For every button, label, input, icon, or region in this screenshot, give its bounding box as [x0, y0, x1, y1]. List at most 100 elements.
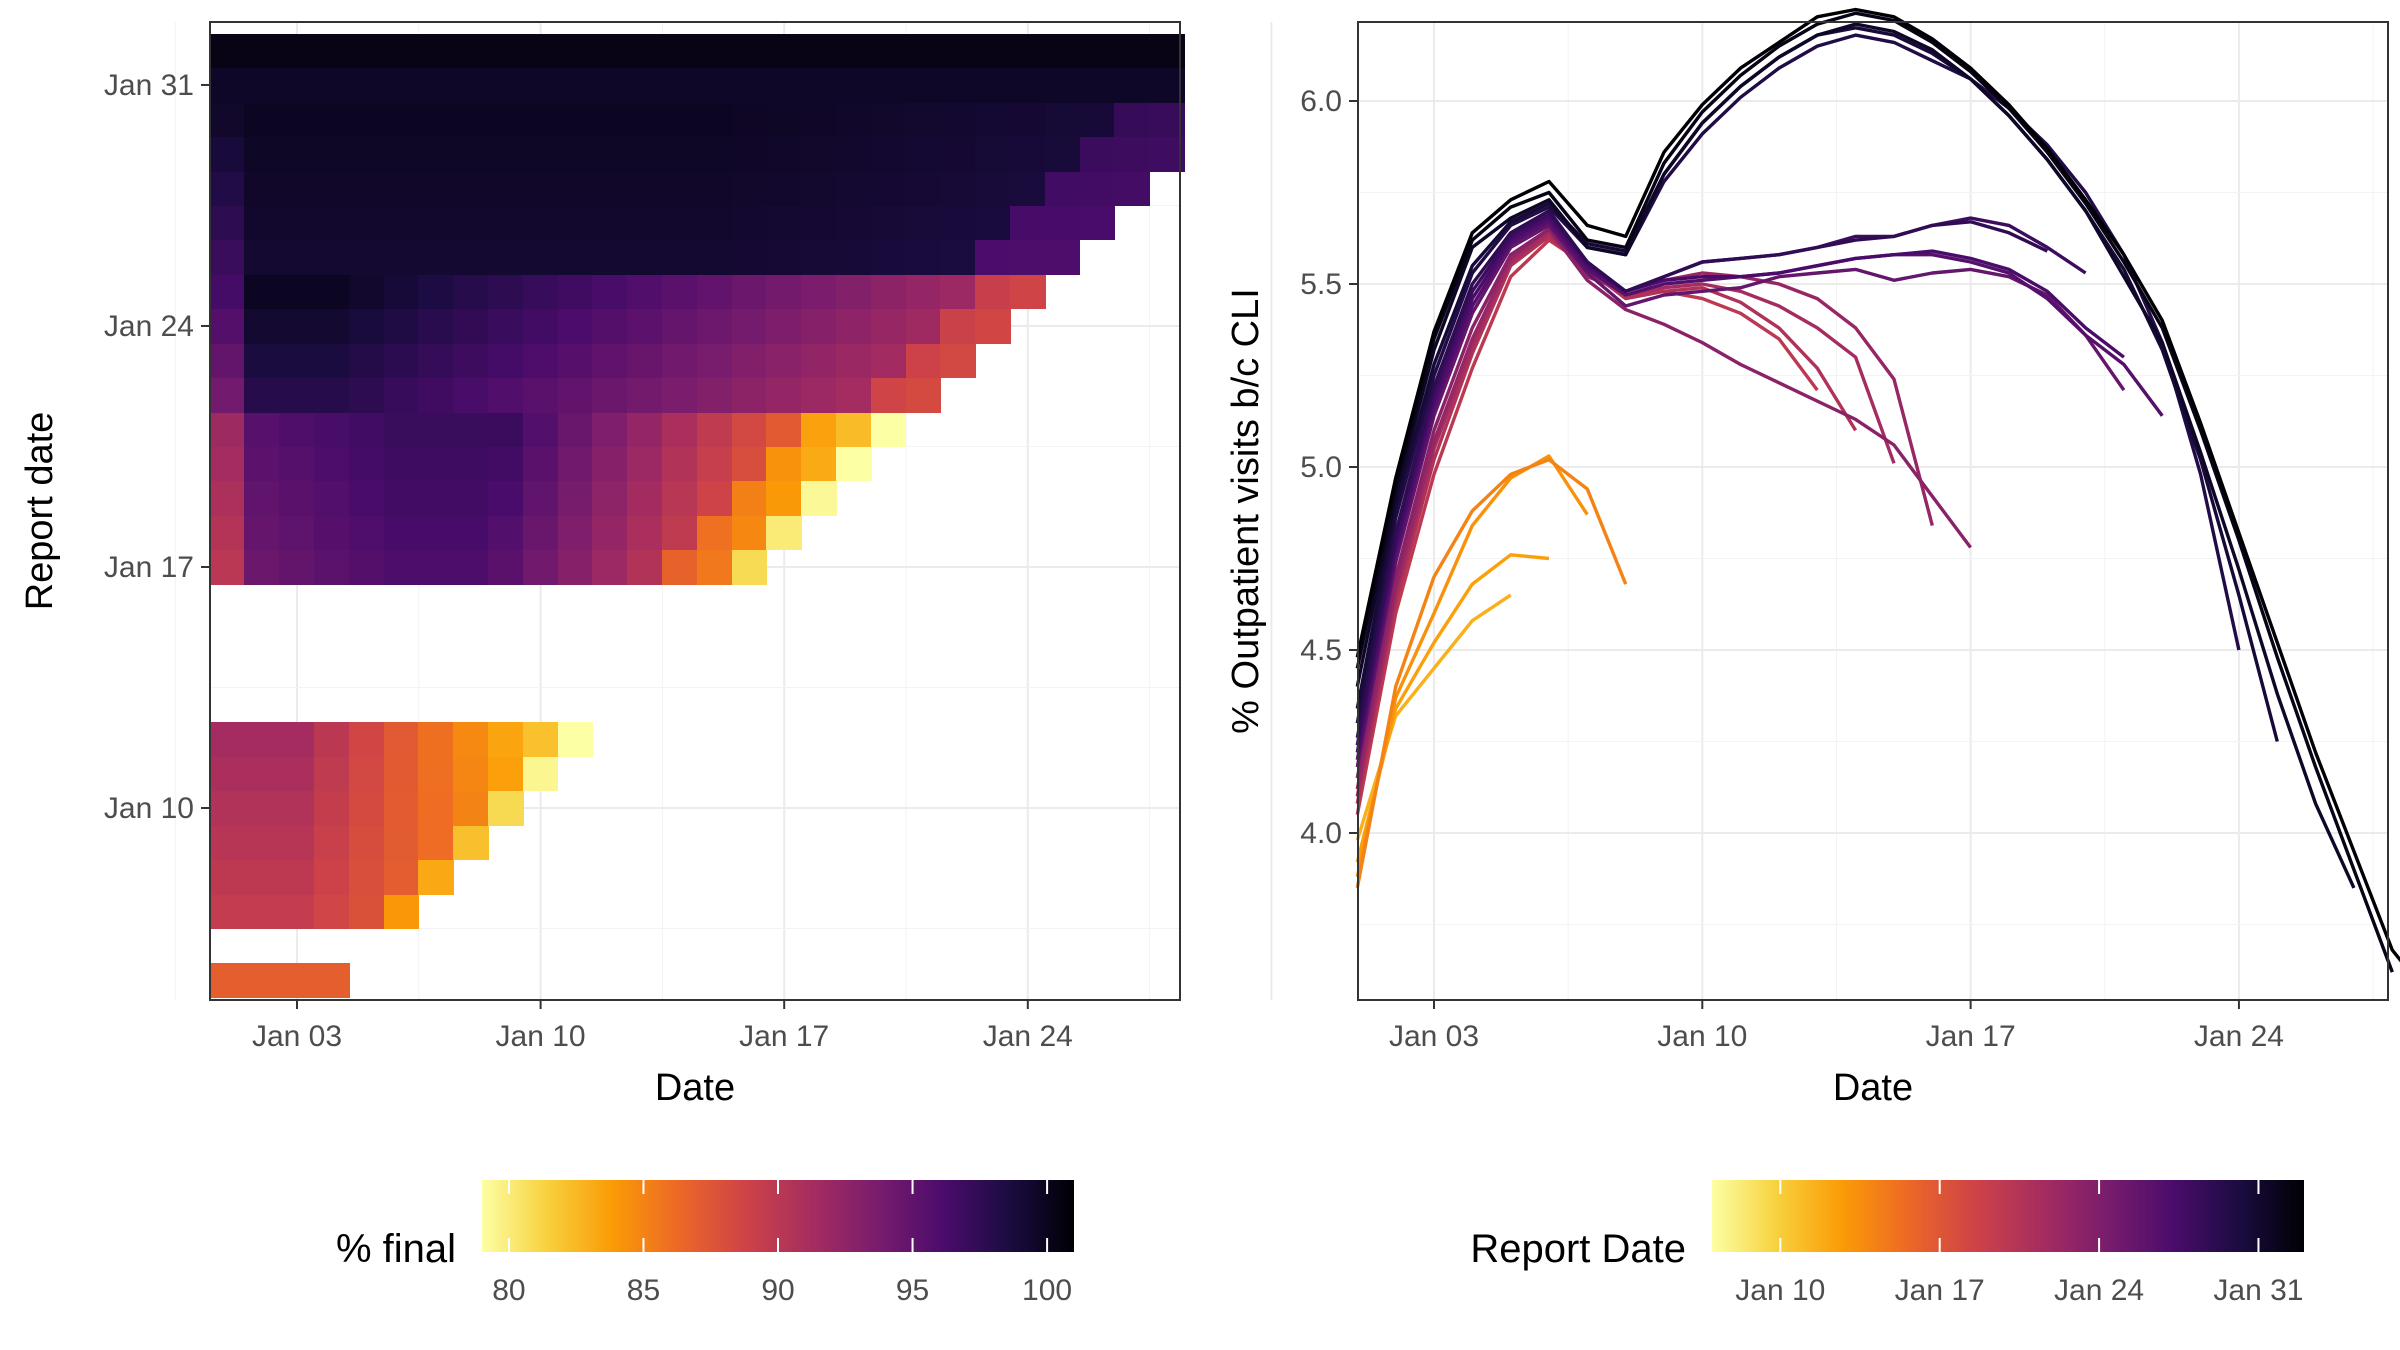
heatmap-cell	[627, 137, 663, 172]
heatmap-cell	[244, 206, 280, 240]
heatmap-cell	[592, 206, 628, 240]
line-y-tick-label: 6.0	[1300, 85, 1342, 118]
heatmap-cell	[801, 378, 837, 413]
heatmap-cell	[453, 413, 489, 447]
heatmap-cell	[871, 103, 906, 137]
heatmap-cell	[488, 34, 524, 68]
heatmap-cell	[349, 550, 384, 585]
heatmap-cell	[871, 172, 906, 206]
heatmap-y-tick-label: Jan 24	[104, 310, 194, 343]
heatmap-cell	[210, 68, 245, 103]
heatmap-cell	[418, 481, 454, 516]
heatmap-cell	[766, 481, 802, 516]
heatmap-cell	[697, 240, 732, 275]
heatmap-cell	[453, 344, 489, 378]
heatmap-cell	[906, 103, 941, 137]
heatmap-cell	[732, 68, 767, 103]
heatmap-cell	[488, 550, 524, 585]
heatmap-cell	[592, 378, 628, 413]
heatmap-cell	[349, 860, 384, 895]
heatmap-cell	[940, 240, 976, 275]
heatmap-cell	[975, 68, 1011, 103]
heatmap-cell	[1045, 137, 1080, 172]
heatmap-cell	[453, 103, 489, 137]
heatmap-cell	[244, 172, 280, 206]
heatmap-cell	[349, 103, 384, 137]
heatmap-legend-tick-label: 85	[627, 1274, 660, 1307]
heatmap-cell	[453, 481, 489, 516]
heatmap-cell	[314, 895, 350, 929]
line-y-ticks: 4.0 4.5 5.0 5.5 6.0	[1300, 85, 1358, 850]
heatmap-cell	[523, 757, 558, 791]
heatmap-legend: % final 80 85 90 95 100	[336, 1180, 1074, 1307]
heatmap-x-tick-label: Jan 24	[983, 1020, 1073, 1053]
heatmap-cell	[453, 516, 489, 550]
heatmap-cell	[871, 344, 906, 378]
heatmap-cell	[662, 206, 698, 240]
heatmap-cell	[627, 378, 663, 413]
heatmap-cell	[697, 34, 732, 68]
heatmap-cell	[453, 309, 489, 344]
heatmap-cell	[558, 550, 593, 585]
heatmap-cell	[523, 550, 558, 585]
heatmap-cell	[279, 963, 315, 998]
heatmap-cell	[801, 447, 837, 481]
heatmap-cell	[453, 722, 489, 757]
heatmap-cell	[836, 206, 872, 240]
heatmap-y-tick-label: Jan 10	[104, 792, 194, 825]
heatmap-cell	[662, 447, 698, 481]
heatmap-cell	[244, 240, 280, 275]
heatmap-cell	[244, 309, 280, 344]
heatmap-cell	[801, 309, 837, 344]
heatmap-cell	[1010, 34, 1046, 68]
heatmap-cell	[244, 481, 280, 516]
heatmap-cell	[1045, 68, 1080, 103]
heatmap-cell	[940, 275, 976, 309]
heatmap-cell	[523, 344, 558, 378]
heatmap-cell	[210, 481, 245, 516]
line-series-path	[1355, 216, 2125, 753]
heatmap-cell	[279, 34, 315, 68]
heatmap-cell	[662, 103, 698, 137]
heatmap-cell	[592, 309, 628, 344]
heatmap-cell	[766, 344, 802, 378]
heatmap-cell	[732, 378, 767, 413]
heatmap-cell	[697, 413, 732, 447]
heatmap-cell	[906, 275, 941, 309]
heatmap-cell	[349, 722, 384, 757]
heatmap-cell	[314, 826, 350, 860]
heatmap-cell	[349, 757, 384, 791]
heatmap-cell	[836, 68, 872, 103]
heatmap-cell	[314, 206, 350, 240]
heatmap-cell	[1045, 206, 1080, 240]
heatmap-cell	[558, 344, 593, 378]
heatmap-y-ticks: Jan 10 Jan 17 Jan 24 Jan 31	[104, 69, 210, 825]
line-x-tick-label: Jan 10	[1657, 1020, 1747, 1053]
heatmap-cell	[906, 137, 941, 172]
heatmap-cell	[488, 481, 524, 516]
heatmap-cell	[314, 447, 350, 481]
heatmap-cell	[801, 413, 837, 447]
heatmap-cell	[210, 103, 245, 137]
line-legend: Report Date Jan 10 Jan 17 Jan 24 Jan 31	[1470, 1180, 2304, 1307]
heatmap-cell	[418, 344, 454, 378]
heatmap-cell	[558, 378, 593, 413]
heatmap-cell	[314, 516, 350, 550]
heatmap-cell	[662, 481, 698, 516]
heatmap-cell	[244, 275, 280, 309]
heatmap-cell	[940, 34, 976, 68]
heatmap-cell	[558, 516, 593, 550]
line-series-path	[1355, 7, 2400, 963]
heatmap-cell	[488, 722, 524, 757]
heatmap-cell	[766, 68, 802, 103]
heatmap-cell	[662, 240, 698, 275]
heatmap-cell	[940, 206, 976, 240]
heatmap-cell	[697, 516, 732, 550]
heatmap-cell	[801, 103, 837, 137]
heatmap-cell	[244, 103, 280, 137]
heatmap-cell	[558, 103, 593, 137]
line-x-tick-label: Jan 24	[2194, 1020, 2284, 1053]
line-gridlines	[1358, 22, 2388, 1000]
heatmap-cell	[453, 206, 489, 240]
